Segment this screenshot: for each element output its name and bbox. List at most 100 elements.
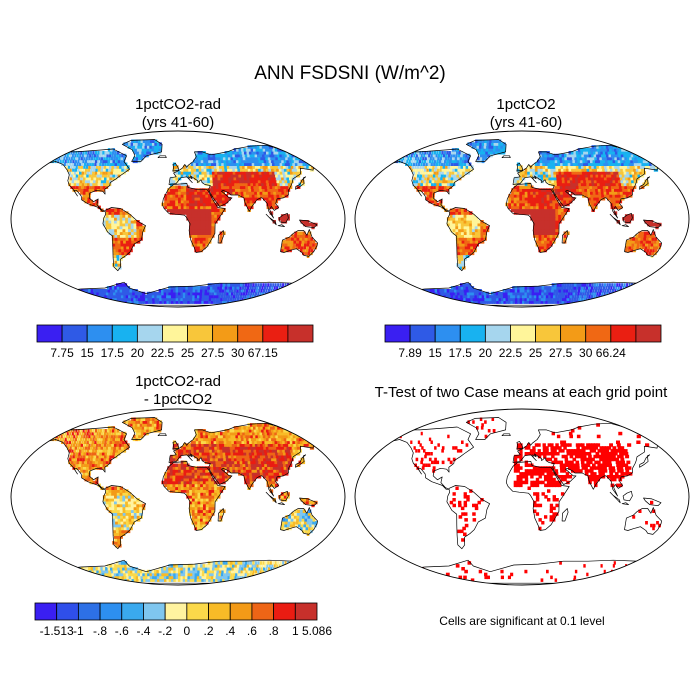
grid-cell	[305, 156, 310, 161]
grid-cell	[653, 240, 657, 244]
grid-cell	[660, 289, 662, 293]
grid-cell	[586, 283, 589, 287]
grid-cell	[139, 228, 143, 233]
grid-cell	[115, 159, 118, 164]
grid-cell	[485, 291, 490, 296]
grid-cell	[552, 205, 556, 210]
grid-cell	[195, 159, 199, 164]
grid-cell	[241, 151, 246, 155]
grid-cell	[195, 162, 200, 166]
grid-cell	[519, 179, 523, 184]
grid-cell	[490, 148, 494, 152]
grid-cell	[254, 191, 258, 195]
grid-cell	[616, 205, 620, 210]
coastline-madagascar	[217, 230, 225, 244]
grid-cell	[610, 300, 613, 304]
grid-cell	[543, 245, 547, 250]
grid-cell	[617, 151, 622, 155]
grid-cell	[227, 197, 231, 201]
grid-cell	[464, 237, 468, 241]
grid-cell	[565, 289, 569, 293]
grid-cell	[196, 297, 200, 302]
grid-cell	[655, 159, 660, 164]
grid-cell	[258, 168, 262, 172]
grid-cell	[292, 151, 298, 155]
grid-cell	[571, 297, 574, 302]
grid-cell	[576, 168, 580, 172]
grid-cell	[299, 162, 305, 166]
grid-cell	[620, 179, 625, 184]
grid-cell	[625, 179, 630, 184]
grid-cell	[235, 294, 238, 299]
grid-cell	[486, 139, 490, 143]
grid-cell	[47, 578, 53, 582]
grid-cell	[281, 176, 286, 181]
grid-cell	[306, 159, 311, 164]
grid-cell	[555, 231, 559, 235]
grid-cell	[656, 156, 662, 161]
grid-cell	[548, 289, 552, 293]
grid-cell	[638, 231, 642, 235]
grid-cell	[642, 243, 646, 247]
grid-cell	[236, 286, 240, 290]
grid-cell	[202, 188, 206, 192]
grid-cell	[456, 171, 460, 175]
grid-cell	[296, 237, 300, 241]
grid-cell	[274, 148, 279, 152]
grid-cell	[423, 168, 427, 172]
grid-cell	[567, 159, 571, 164]
grid-cell	[172, 165, 176, 169]
grid-cell	[183, 202, 187, 207]
grid-cell	[197, 151, 201, 155]
grid-cell	[476, 294, 481, 299]
grid-cell	[259, 188, 263, 192]
grid-cell	[576, 297, 579, 302]
grid-cell	[58, 297, 63, 302]
grid-cell	[427, 289, 432, 293]
grid-cell	[269, 182, 273, 187]
grid-cell	[313, 286, 315, 290]
grid-cell	[532, 188, 537, 192]
grid-cell	[411, 165, 415, 169]
grid-cell	[294, 168, 299, 172]
grid-cell	[575, 185, 580, 189]
grid-cell	[461, 263, 466, 267]
grid-cell	[285, 182, 289, 187]
grid-cell	[617, 294, 619, 299]
grid-cell	[552, 225, 556, 230]
grid-cell	[419, 165, 422, 169]
grid-cell	[109, 162, 112, 166]
grid-cell	[626, 156, 631, 161]
grid-cell	[96, 165, 99, 169]
grid-cell	[480, 300, 484, 304]
grid-cell	[305, 151, 310, 155]
grid-cell	[198, 156, 202, 161]
grid-cell	[114, 208, 118, 212]
grid-cell	[278, 291, 281, 296]
grid-cell	[268, 294, 271, 299]
grid-cell	[434, 168, 437, 172]
grid-cell	[543, 176, 547, 181]
grid-cell	[245, 168, 249, 172]
grid-cell	[124, 578, 128, 582]
grid-cell	[262, 165, 267, 169]
grid-cell	[388, 294, 394, 299]
grid-cell	[417, 294, 422, 299]
grid-cell	[519, 208, 523, 212]
grid-cell	[159, 294, 163, 299]
grid-cell	[420, 182, 423, 187]
grid-cell	[643, 300, 645, 304]
grid-cell	[127, 214, 132, 218]
grid-cell	[266, 185, 271, 189]
grid-cell	[553, 171, 557, 175]
grid-cell	[52, 294, 57, 299]
grid-cell	[289, 289, 292, 293]
grid-cell	[265, 165, 269, 169]
grid-cell	[478, 291, 483, 296]
grid-cell	[608, 145, 613, 149]
grid-cell	[190, 286, 194, 290]
grid-cell	[388, 159, 391, 164]
grid-cell	[656, 291, 659, 296]
grid-cell	[418, 168, 421, 172]
grid-cell	[428, 199, 432, 204]
